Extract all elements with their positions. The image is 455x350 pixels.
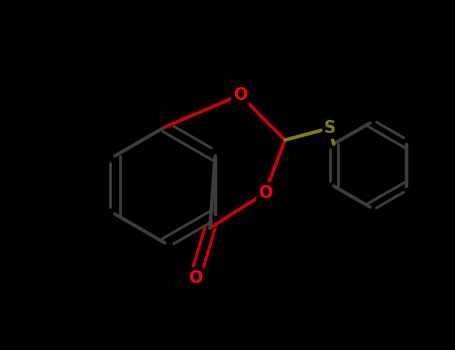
Text: O: O — [233, 86, 247, 104]
Text: O: O — [258, 184, 272, 202]
Text: S: S — [324, 119, 336, 137]
Text: O: O — [188, 269, 202, 287]
